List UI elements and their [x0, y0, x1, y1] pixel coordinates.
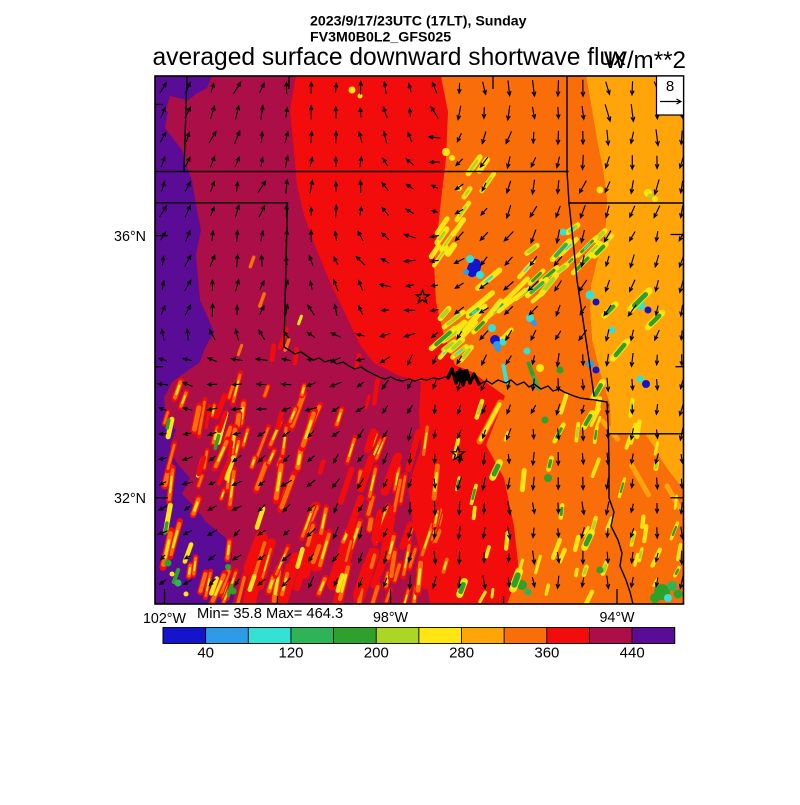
- svg-text:40: 40: [197, 645, 214, 662]
- svg-text:360: 360: [534, 645, 559, 662]
- svg-text:36°N: 36°N: [114, 229, 146, 245]
- svg-text:440: 440: [620, 645, 645, 662]
- svg-text:FV3M0B0L2_GFS025: FV3M0B0L2_GFS025: [310, 30, 451, 46]
- svg-text:280: 280: [449, 645, 474, 662]
- svg-text:averaged surface downward shor: averaged surface downward shortwave flux: [153, 44, 627, 71]
- svg-text:W/m**2: W/m**2: [604, 47, 686, 74]
- svg-text:98°W: 98°W: [373, 610, 409, 626]
- svg-text:32°N: 32°N: [114, 491, 146, 507]
- svg-text:Min= 35.8 Max= 464.3: Min= 35.8 Max= 464.3: [197, 606, 343, 622]
- svg-text:2023/9/17/23UTC (17LT), Sunday: 2023/9/17/23UTC (17LT), Sunday: [310, 14, 527, 30]
- svg-text:8: 8: [666, 78, 674, 95]
- svg-text:120: 120: [278, 645, 303, 662]
- svg-text:102°W: 102°W: [143, 611, 187, 627]
- svg-text:94°W: 94°W: [599, 610, 635, 626]
- svg-text:200: 200: [364, 645, 389, 662]
